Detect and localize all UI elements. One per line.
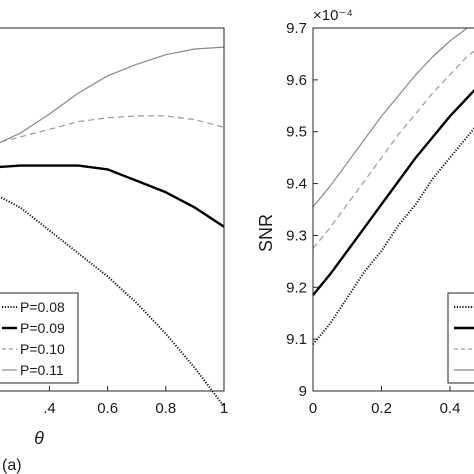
right-series-3 <box>312 50 474 249</box>
right-y-tick-label: 9.6 <box>286 72 307 89</box>
figure-caption: (a) <box>2 457 22 474</box>
left-series-p-0-11 <box>0 46 224 144</box>
left-x-tick-label: 1 <box>220 400 228 417</box>
right-y-tick-label: 9.2 <box>286 279 307 296</box>
right-y-tick-label: 9 <box>299 383 307 400</box>
right-axes-box <box>312 27 474 392</box>
left-x-ticks: .4 0.6 0.8 1 <box>43 386 228 417</box>
right-y-tick-label: 9.3 <box>286 227 307 244</box>
left-x-tick-label: 0.8 <box>155 400 176 417</box>
left-chart: .4 0.6 0.8 1 θ P=0.08 P=0.09 P=0.10 P=0.11 <box>0 27 228 448</box>
left-legend: P=0.08 P=0.09 P=0.10 P=0.11 <box>0 292 79 384</box>
left-legend-label-p-0-08: P=0.08 <box>20 299 65 315</box>
left-legend-label-p-0-11: P=0.11 <box>20 362 64 378</box>
right-y-tick-label: 9.1 <box>286 331 307 348</box>
left-legend-label-p-0-09: P=0.09 <box>20 320 65 336</box>
right-x-tick-label: 0.4 <box>440 400 461 417</box>
right-x-tick-label: 0.2 <box>371 400 392 417</box>
right-ticks: 9 9.1 9.2 9.3 9.4 9.5 9.6 9.7 0 0.2 0.4 <box>286 20 460 417</box>
right-y-multiplier: ×10⁻⁴ <box>313 7 353 24</box>
left-series-p-0-08 <box>0 195 224 407</box>
right-legend <box>447 292 474 384</box>
left-legend-box <box>0 292 79 384</box>
left-legend-label-p-0-10: P=0.10 <box>20 341 65 357</box>
right-y-tick-label: 9.7 <box>286 20 307 37</box>
right-series-4 <box>312 28 469 208</box>
left-x-axis-label: θ <box>34 428 44 448</box>
right-y-tick-label: 9.4 <box>286 176 307 193</box>
right-x-tick-label: 0 <box>309 400 317 417</box>
left-plot-area <box>0 46 224 407</box>
right-y-tick-label: 9.5 <box>286 124 307 141</box>
right-legend-box <box>447 292 474 384</box>
right-plot-area <box>312 28 474 345</box>
left-x-tick-label: .4 <box>43 400 56 417</box>
left-x-tick-label: 0.6 <box>97 400 118 417</box>
left-series-p-0-09 <box>0 164 224 228</box>
right-series-1 <box>312 127 474 345</box>
right-y-axis-label: SNR <box>256 214 276 252</box>
left-series-p-0-10 <box>0 115 224 143</box>
left-axes <box>0 27 225 392</box>
left-axes-box <box>0 27 225 392</box>
right-axes <box>312 27 474 392</box>
right-series-2 <box>312 88 474 296</box>
right-chart: 9 9.1 9.2 9.3 9.4 9.5 9.6 9.7 0 0.2 0.4 SNR ×10⁻⁴ <box>256 7 474 417</box>
